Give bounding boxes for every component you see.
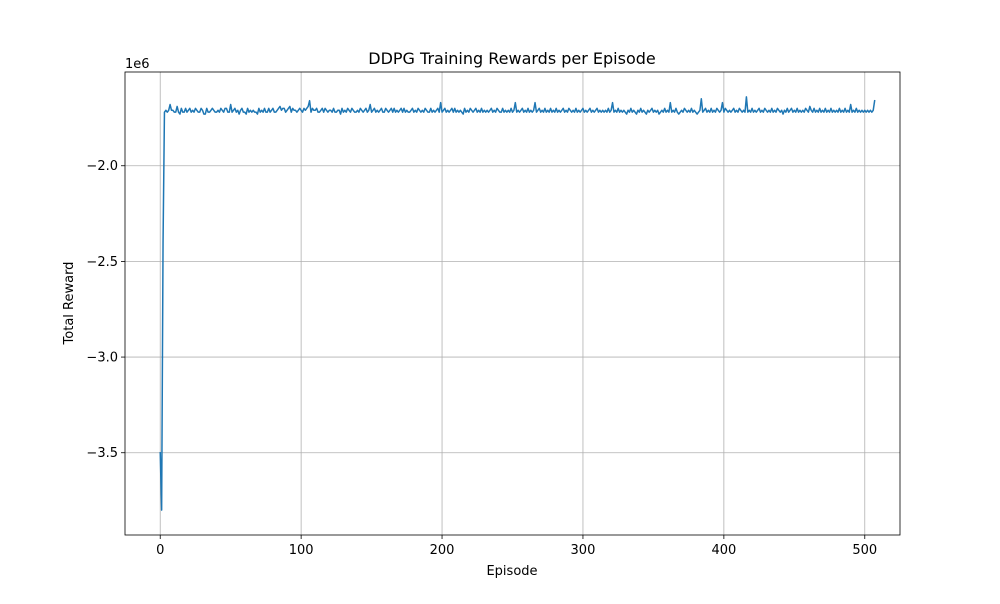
plot-frame: [124, 71, 901, 536]
x-tick-label: 500: [852, 543, 877, 558]
y-tick-label: −3.5: [86, 446, 118, 461]
chart-title: DDPG Training Rewards per Episode: [368, 49, 656, 68]
y-tick-label: −2.0: [86, 159, 118, 174]
x-tick-label: 0: [156, 543, 164, 558]
y-axis-ticks: −3.5 −3.0 −2.5 −2.0: [86, 159, 125, 461]
x-tick-label: 400: [711, 543, 736, 558]
y-axis-label: Total Reward: [62, 262, 77, 346]
y-tick-label: −2.5: [86, 255, 118, 270]
x-tick-label: 200: [430, 543, 455, 558]
x-axis-label: Episode: [486, 564, 537, 579]
y-tick-label: −3.0: [86, 351, 118, 366]
x-axis-ticks: 0 100 200 300 400 500: [156, 535, 877, 558]
y-axis-offset-label: 1e6: [125, 57, 150, 72]
grid: [125, 72, 900, 535]
series-line: [159, 96, 876, 511]
x-tick-label: 300: [571, 543, 596, 558]
x-tick-label: 100: [289, 543, 314, 558]
